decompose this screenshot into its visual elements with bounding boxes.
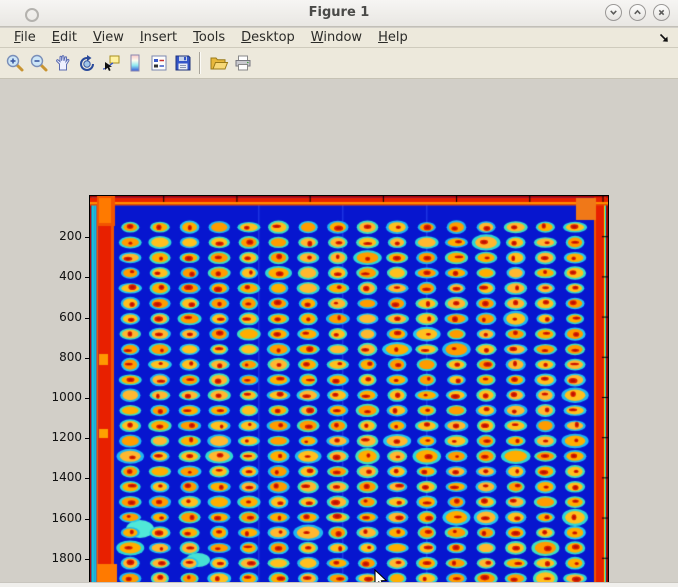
y-tick-label: 200 xyxy=(59,229,82,244)
pan-icon[interactable] xyxy=(52,52,74,74)
y-tick-mark xyxy=(85,317,89,319)
menu-item-view[interactable]: View xyxy=(92,30,124,45)
chevron-up-icon xyxy=(634,9,641,15)
zoom-out-icon[interactable] xyxy=(28,52,50,74)
shade-button[interactable] xyxy=(605,4,622,21)
close-icon xyxy=(658,9,665,16)
y-tick-label: 1200 xyxy=(51,430,82,445)
window-controls xyxy=(605,4,670,21)
y-tick-mark xyxy=(85,478,89,480)
menu-item-help[interactable]: Help xyxy=(378,30,408,45)
menu-item-insert[interactable]: Insert xyxy=(139,30,178,45)
y-tick-mark xyxy=(85,518,89,520)
close-button[interactable] xyxy=(653,4,670,21)
figure-canvas-area: 2004006008001000120014002004006008001000… xyxy=(0,79,678,587)
window-menu-button[interactable] xyxy=(25,8,39,22)
data-cursor-icon[interactable] xyxy=(100,52,122,74)
menu-item-tools[interactable]: Tools xyxy=(193,30,226,45)
menu-item-file[interactable]: File xyxy=(14,30,36,45)
dock-figure-icon[interactable] xyxy=(658,32,670,44)
y-tick-mark xyxy=(85,357,89,359)
toolbar xyxy=(0,48,678,79)
rotate-3d-icon[interactable] xyxy=(76,52,98,74)
open-file-icon[interactable] xyxy=(208,52,230,74)
window-resize-strip xyxy=(0,582,678,587)
menu-item-window[interactable]: Window xyxy=(310,30,363,45)
toolbar-separator xyxy=(199,52,201,74)
axes-box xyxy=(89,195,609,587)
save-figure-icon[interactable] xyxy=(172,52,194,74)
insert-legend-icon[interactable] xyxy=(148,52,170,74)
menu-bar: File Edit View Insert Tools Desktop Window Help xyxy=(0,28,678,48)
insert-colorbar-icon[interactable] xyxy=(124,52,146,74)
y-tick-label: 1800 xyxy=(51,550,82,565)
zoom-in-icon[interactable] xyxy=(4,52,26,74)
window-title: Figure 1 xyxy=(308,5,370,20)
y-tick-mark xyxy=(85,237,89,239)
y-tick-label: 400 xyxy=(59,269,82,284)
y-tick-label: 600 xyxy=(59,309,82,324)
y-tick-mark xyxy=(85,277,89,279)
maximize-button[interactable] xyxy=(629,4,646,21)
menu-item-edit[interactable]: Edit xyxy=(51,30,77,45)
chevron-down-icon xyxy=(610,10,617,15)
menu-item-desktop[interactable]: Desktop xyxy=(241,30,295,45)
y-tick-label: 800 xyxy=(59,349,82,364)
y-tick-mark xyxy=(85,438,89,440)
print-figure-icon[interactable] xyxy=(232,52,254,74)
y-tick-mark xyxy=(85,397,89,399)
y-tick-label: 1600 xyxy=(51,510,82,525)
y-tick-mark xyxy=(85,558,89,560)
title-bar: Figure 1 xyxy=(0,0,678,27)
y-tick-label: 1400 xyxy=(51,470,82,485)
y-tick-label: 1000 xyxy=(51,389,82,404)
microarray-heatmap-plot[interactable] xyxy=(90,196,608,587)
